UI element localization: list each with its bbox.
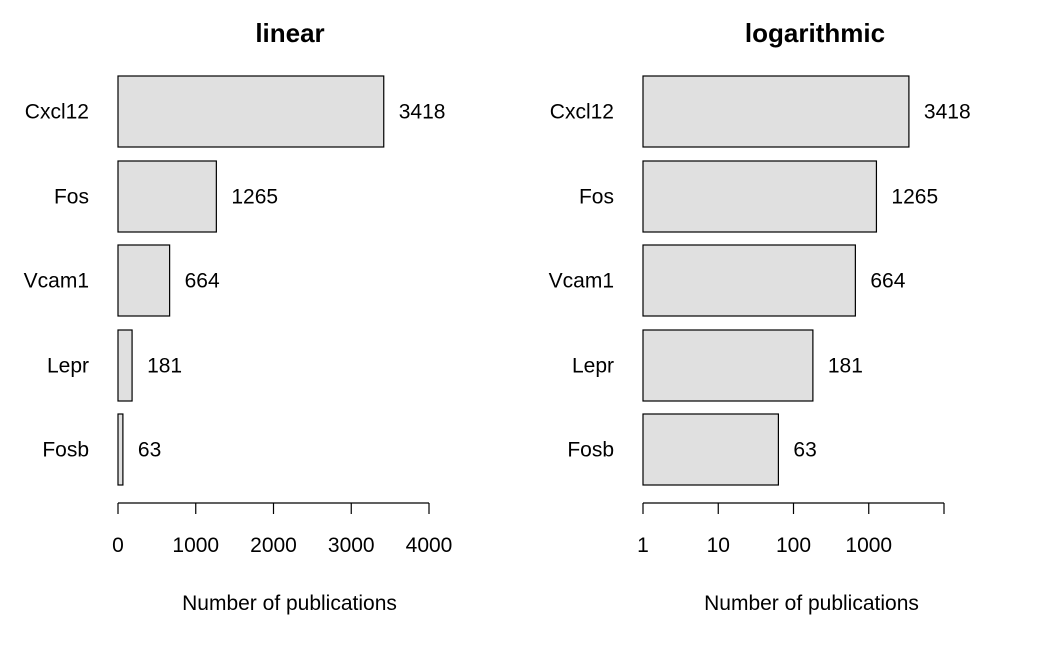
- value-label: 181: [828, 355, 863, 378]
- value-label: 3418: [399, 101, 446, 124]
- bar-fos: [642, 160, 878, 233]
- x-tick-label: 100: [776, 534, 811, 557]
- bar-cxcl12: [642, 75, 910, 148]
- x-tick-label: 10: [707, 534, 730, 557]
- value-label: 3418: [924, 101, 971, 124]
- category-label: Vcam1: [549, 270, 614, 293]
- bar-fosb: [642, 413, 780, 486]
- x-tick-label: 1: [637, 534, 649, 557]
- value-label: 1265: [231, 186, 278, 209]
- bar-cxcl12: [117, 75, 385, 148]
- x-tick-label: 0: [112, 534, 124, 557]
- category-label: Fos: [54, 186, 89, 209]
- category-label: Fosb: [567, 439, 614, 462]
- value-label: 664: [870, 270, 905, 293]
- x-tick-label: 4000: [406, 534, 453, 557]
- bar-lepr: [117, 329, 133, 402]
- value-label: 1265: [891, 186, 938, 209]
- chart-title: logarithmic: [745, 18, 885, 48]
- category-label: Cxcl12: [550, 101, 614, 124]
- chart-title: linear: [255, 18, 324, 48]
- x-tick-label: 1000: [172, 534, 219, 557]
- x-axis-title: Number of publications: [704, 592, 919, 615]
- x-tick-label: 3000: [328, 534, 375, 557]
- category-label: Lepr: [47, 355, 89, 378]
- x-axis-title: Number of publications: [182, 592, 397, 615]
- category-label: Lepr: [572, 355, 614, 378]
- bar-fos: [117, 160, 217, 233]
- bar-vcam1: [117, 244, 171, 317]
- value-label: 63: [138, 439, 161, 462]
- value-label: 63: [793, 439, 816, 462]
- chart-panel-log: logarithmic Cxcl12 3418 Fos 1265 Vcam1 664 Lepr…: [549, 18, 971, 615]
- x-tick-label: 2000: [250, 534, 297, 557]
- value-label: 664: [185, 270, 220, 293]
- category-label: Vcam1: [24, 270, 89, 293]
- bar-vcam1: [642, 244, 856, 317]
- category-label: Cxcl12: [25, 101, 89, 124]
- bar-fosb: [117, 413, 124, 486]
- category-label: Fosb: [42, 439, 89, 462]
- category-label: Fos: [579, 186, 614, 209]
- chart-panel-linear: linear Cxcl12 3418 Fos 1265 Vcam1 664 Lepr 181 Fo…: [24, 18, 453, 615]
- bar-lepr: [642, 329, 814, 402]
- value-label: 181: [147, 355, 182, 378]
- x-tick-label: 1000: [845, 534, 892, 557]
